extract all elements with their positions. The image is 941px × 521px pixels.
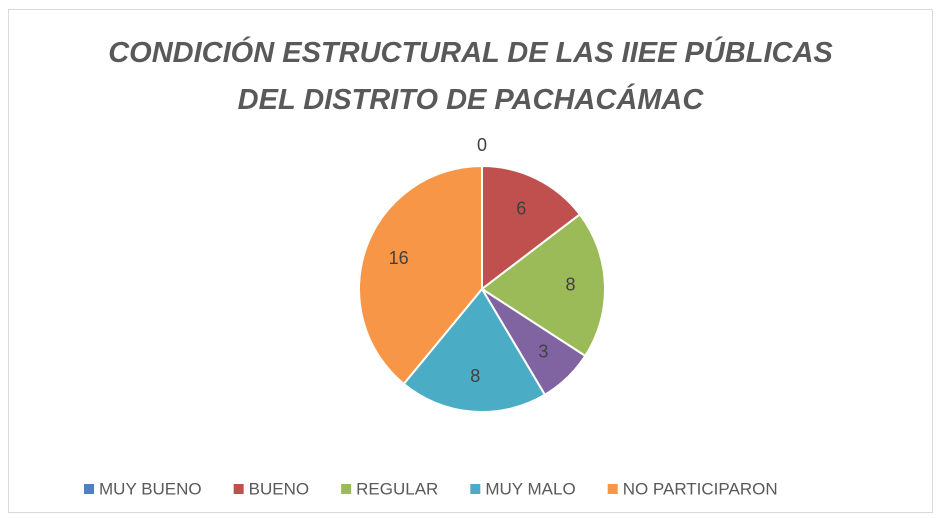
pie-slice (480, 213, 606, 358)
data-label: 3 (538, 342, 548, 362)
data-label: 8 (565, 274, 575, 294)
legend-marker (233, 484, 244, 494)
legend-marker (84, 484, 94, 494)
pie-slice (402, 287, 547, 413)
data-label: 8 (470, 366, 480, 386)
pie-slice (481, 164, 582, 292)
data-label: 6 (516, 198, 526, 218)
legend-label: REGULAR (356, 479, 438, 498)
legend-label: NO PARTICIPARON (623, 479, 778, 498)
legend-marker (341, 484, 352, 494)
pie-slice (358, 164, 483, 386)
legend-label: BUENO (249, 479, 309, 498)
legend-marker (607, 484, 618, 494)
legend-label: MUY MALO (485, 479, 575, 498)
chart-title: CONDICIÓN ESTRUCTURAL DE LAS IIEE PÚBLIC… (108, 37, 833, 116)
data-label: 16 (389, 248, 409, 268)
legend-marker (470, 484, 481, 494)
legend-label: MUY BUENO (99, 479, 202, 498)
data-label: 0 (477, 135, 487, 155)
